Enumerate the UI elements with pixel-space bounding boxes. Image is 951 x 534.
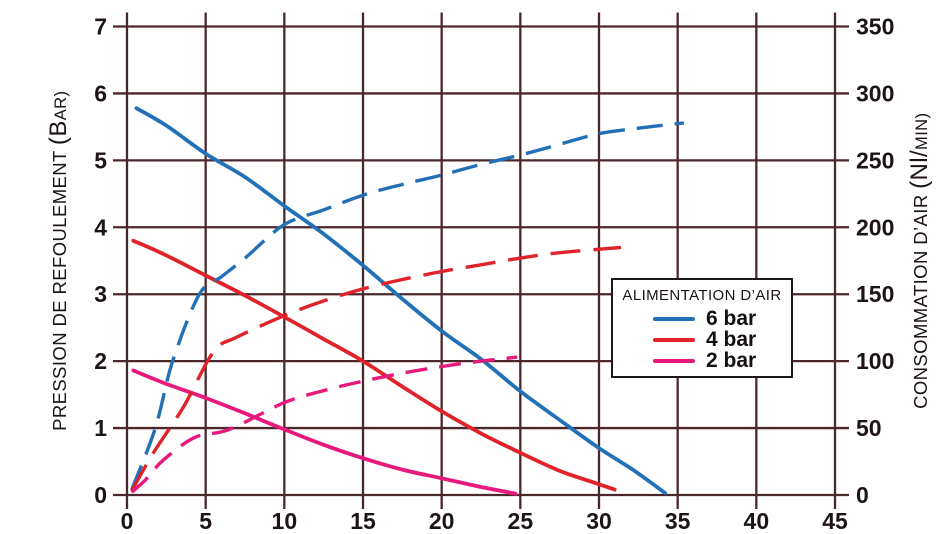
legend-title: ALIMENTATION D’AIR xyxy=(622,287,782,304)
series-consommation-air-4bar xyxy=(130,245,622,492)
x-axis-tick-label: 15 xyxy=(350,508,376,534)
right-axis-tick-labels: 0 50 100 150 200 250 300 350 xyxy=(856,14,894,509)
legend-entry-4bar: 4 bar xyxy=(653,329,791,350)
right-axis-tick-label: 100 xyxy=(856,348,894,374)
series-pression-refoulement-4bar xyxy=(131,238,617,492)
x-axis-tick-label: 45 xyxy=(822,508,848,534)
left-axis-tick-label: 3 xyxy=(94,281,107,307)
left-axis-tick-label: 2 xyxy=(94,348,107,374)
x-axis-tick-label: 10 xyxy=(272,508,298,534)
x-axis-tick-label: 35 xyxy=(665,508,691,534)
legend-box: ALIMENTATION D’AIR 6 bar 4 bar 2 bar xyxy=(611,278,793,378)
x-axis-tick-label: 20 xyxy=(429,508,455,534)
legend-entry-6bar: 6 bar xyxy=(653,308,791,329)
left-axis-tick-label: 6 xyxy=(94,80,107,106)
legend-line-swatch-2bar xyxy=(653,358,695,363)
series-consommation-air-6bar xyxy=(130,121,685,491)
legend-label-6bar: 6 bar xyxy=(706,307,757,330)
x-axis-tick-label: 5 xyxy=(199,508,212,534)
legend-entries: 6 bar 4 bar 2 bar xyxy=(613,308,791,371)
series-pression-refoulement-6bar xyxy=(134,106,667,495)
left-axis-tick-label: 5 xyxy=(94,147,107,173)
x-axis-tick-labels: 0 5 10 15 20 25 30 35 40 45 xyxy=(121,508,848,534)
x-axis-tick-label: 30 xyxy=(586,508,612,534)
left-axis-tick-label: 4 xyxy=(94,214,107,240)
left-axis-tick-label: 7 xyxy=(94,14,107,40)
right-axis-tick-label: 250 xyxy=(856,147,894,173)
legend-line-swatch-4bar xyxy=(653,337,695,342)
legend-label-4bar: 4 bar xyxy=(706,328,757,351)
x-axis-tick-label: 40 xyxy=(744,508,770,534)
right-axis-tick-label: 50 xyxy=(856,415,882,441)
x-axis-tick-label: 25 xyxy=(508,508,534,534)
x-axis-tick-label: 0 xyxy=(121,508,134,534)
right-axis-tick-label: 200 xyxy=(856,214,894,240)
series-consommation-air-2bar xyxy=(130,355,518,494)
left-axis-tick-label: 1 xyxy=(94,415,107,441)
left-axis-title: PRESSION DE REFOULEMENT (BAR) xyxy=(45,91,72,431)
left-axis-tick-label: 0 xyxy=(94,482,107,508)
series-pression-refoulement-2bar xyxy=(131,368,518,496)
right-axis-tick-label: 300 xyxy=(856,80,894,106)
right-axis-title: CONSOMMATION D’AIR (Nl/MIN) xyxy=(906,113,933,409)
right-axis-tick-label: 0 xyxy=(856,482,869,508)
right-axis-tick-label: 150 xyxy=(856,281,894,307)
legend-line-swatch-6bar xyxy=(653,316,695,321)
left-axis-tick-labels: 0 1 2 3 4 5 6 7 xyxy=(94,14,107,509)
series-curves xyxy=(130,106,685,496)
right-axis-tick-label: 350 xyxy=(856,14,894,40)
legend-entry-2bar: 2 bar xyxy=(653,350,791,371)
legend-label-2bar: 2 bar xyxy=(706,349,757,372)
